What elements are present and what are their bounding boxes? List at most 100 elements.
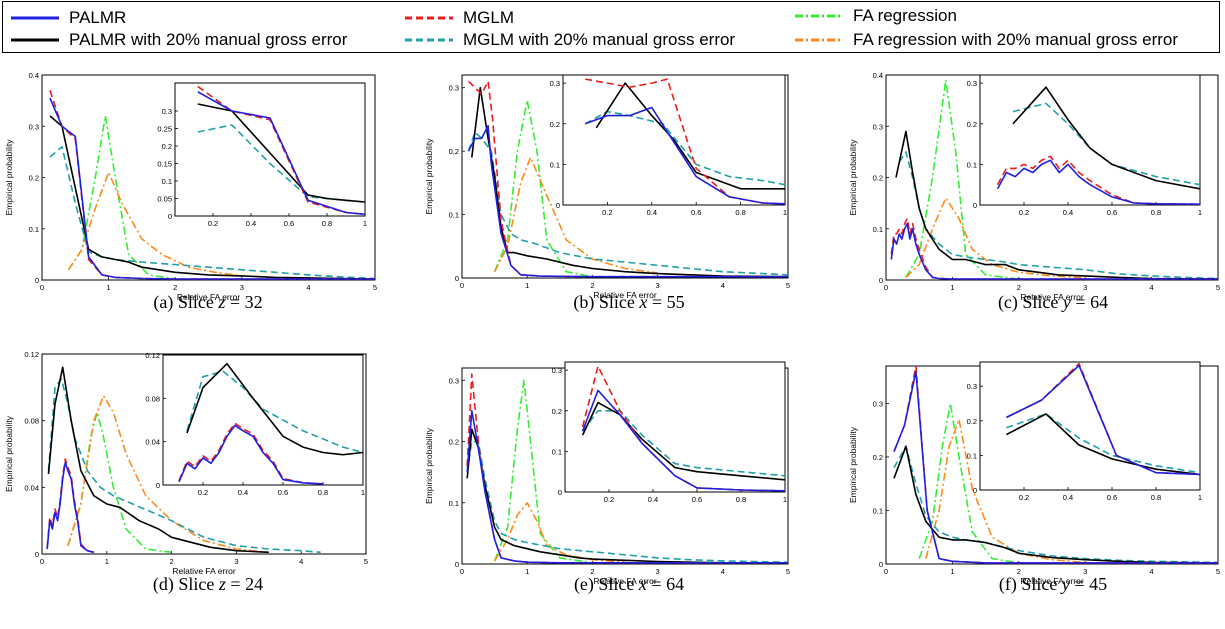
y-tick-label: 0 [168, 212, 172, 221]
series-line-palmr [467, 125, 788, 278]
chart-panel: 0 1 2 3 4 5 0 0.1 0.2 0.3 0.4 Relative FA error Empi… [4, 71, 377, 302]
y-axis-label: Empirical probability [424, 427, 434, 504]
x-axis-label: Relative FA error [1020, 292, 1083, 302]
chart-panel: 0 1 2 3 4 5 0 0.1 0.2 0.3 0.4 Relative FA error Empi… [848, 71, 1220, 302]
subfigure-caption: (e) Slice x = 64 [489, 574, 769, 595]
x-tick-label: 1 [1198, 493, 1202, 502]
x-tick-label: 0.8 [318, 488, 328, 497]
y-tick-label: 0.2 [967, 417, 977, 426]
caption-var: x [638, 574, 647, 594]
series-line-palmr-gross [47, 366, 269, 554]
caption-eq: = [646, 574, 667, 594]
y-tick-label: 0.3 [29, 122, 39, 131]
legend-label: FA regression with 20% manual gross erro… [853, 30, 1179, 49]
y-tick-label: 0 [973, 201, 977, 210]
series-line-palmr [1006, 364, 1200, 476]
x-tick-label: 3 [234, 557, 238, 566]
legend-label: MGLM [463, 8, 514, 27]
legend-label: MGLM with 20% manual gross error [463, 30, 736, 49]
x-tick-label: 2 [173, 283, 177, 292]
x-tick-label: 1 [525, 281, 529, 290]
legend-label: FA regression [853, 6, 957, 25]
legend-swatch [11, 16, 59, 20]
y-tick-label: 0 [156, 481, 160, 490]
inset-frame [162, 354, 364, 486]
series-line-palmr-gross [895, 130, 1218, 280]
caption-prefix: (d) Slice [152, 574, 219, 594]
y-tick-label: 0.25 [157, 125, 172, 134]
series-line-palmr [49, 97, 375, 280]
x-tick-label: 1 [1198, 208, 1202, 217]
caption-num: 55 [666, 292, 685, 312]
x-tick-label: 0.6 [1107, 493, 1117, 502]
series-line-palmr [890, 222, 1218, 280]
legend-item-mglm-gross: MGLM with 20% manual gross error [403, 30, 735, 50]
y-tick-label: 0.15 [157, 160, 172, 169]
series-line-mglm-gross [467, 131, 788, 276]
series-line-mglm-gross [186, 370, 363, 454]
legend-swatch [795, 38, 843, 42]
x-tick-label: 1 [107, 283, 111, 292]
x-tick-label: 1 [363, 219, 367, 228]
y-tick-label: 0.1 [29, 225, 39, 234]
caption-eq: = [1069, 574, 1090, 594]
subfigure-caption: (d) Slice z = 24 [68, 574, 348, 595]
series-line-mglm-gross [584, 110, 785, 186]
chart-panel: 0 1 2 3 4 5 0 0.1 0.2 0.3 Relative FA error Empiric… [848, 361, 1220, 586]
series-line-mglm [581, 365, 785, 492]
legend-swatch [795, 14, 843, 18]
series-line-fa-gross [67, 394, 269, 554]
series-line-fa [493, 99, 593, 278]
subfigure-caption: (b) Slice x = 55 [489, 292, 769, 313]
inset-plot: 0.2 0.4 0.6 0.8 1 0 0.1 0.2 0.3 [552, 361, 787, 504]
x-tick-label: 5 [1216, 283, 1220, 292]
inset-frame [564, 361, 786, 493]
y-tick-label: 0.1 [873, 506, 883, 515]
y-tick-label: 0.08 [145, 394, 160, 403]
y-tick-label: 0.12 [145, 351, 160, 360]
y-axis-label: Empirical probability [848, 139, 858, 216]
series-line-palmr [584, 106, 785, 205]
x-tick-label: 1 [783, 208, 787, 217]
x-tick-label: 2 [1017, 283, 1021, 292]
inset-frame [979, 361, 1201, 491]
y-tick-label: 0.2 [873, 174, 883, 183]
y-tick-label: 0.2 [552, 407, 562, 416]
caption-num: 64 [1090, 292, 1109, 312]
x-tick-label: 0.2 [208, 219, 218, 228]
series-line-palmr [178, 424, 324, 485]
caption-prefix: (b) Slice [573, 292, 640, 312]
x-tick-label: 1 [525, 567, 529, 576]
y-tick-label: 0.05 [157, 195, 172, 204]
legend-item-fa-gross: FA regression with 20% manual gross erro… [793, 30, 1178, 50]
caption-var: y [1062, 292, 1071, 312]
y-tick-label: 0.1 [967, 160, 977, 169]
x-tick-label: 0.4 [1063, 208, 1073, 217]
x-tick-label: 5 [364, 557, 368, 566]
x-tick-label: 2 [170, 557, 174, 566]
x-tick-label: 0.4 [246, 219, 256, 228]
series-line-palmr [46, 461, 94, 554]
x-tick-label: 0.2 [198, 488, 208, 497]
series-line-mglm-gross [47, 378, 321, 554]
legend-label: PALMR with 20% manual gross error [69, 30, 348, 49]
chart-panel: 0 1 2 3 4 5 0 0.1 0.2 0.3 Relative FA error Empiric… [424, 361, 790, 586]
y-tick-label: 0.1 [552, 447, 562, 456]
x-tick-label: 0.6 [692, 495, 702, 504]
inset-plot: 0.2 0.4 0.6 0.8 1 0 0.04 0.08 0.12 [145, 351, 365, 497]
caption-num: 24 [245, 574, 264, 594]
subfigure-caption: (f) Slice y = 45 [913, 574, 1193, 595]
series-line-palmr [466, 410, 788, 564]
series-line-mglm-gross [581, 409, 785, 477]
y-tick-label: 0.1 [967, 451, 977, 460]
legend-item-mglm: MGLM [403, 8, 514, 28]
x-tick-label: 0.2 [1019, 208, 1029, 217]
x-tick-label: 1 [105, 557, 109, 566]
y-tick-label: 0.3 [550, 79, 560, 88]
y-tick-label: 0.3 [449, 376, 459, 385]
y-tick-label: 0.12 [24, 350, 39, 359]
series-line-fa [905, 79, 1019, 280]
chart-panel: 0 1 2 3 4 5 0 0.04 0.08 0.12 Relative FA error Empi… [4, 350, 368, 576]
x-tick-label: 2 [1017, 567, 1021, 576]
